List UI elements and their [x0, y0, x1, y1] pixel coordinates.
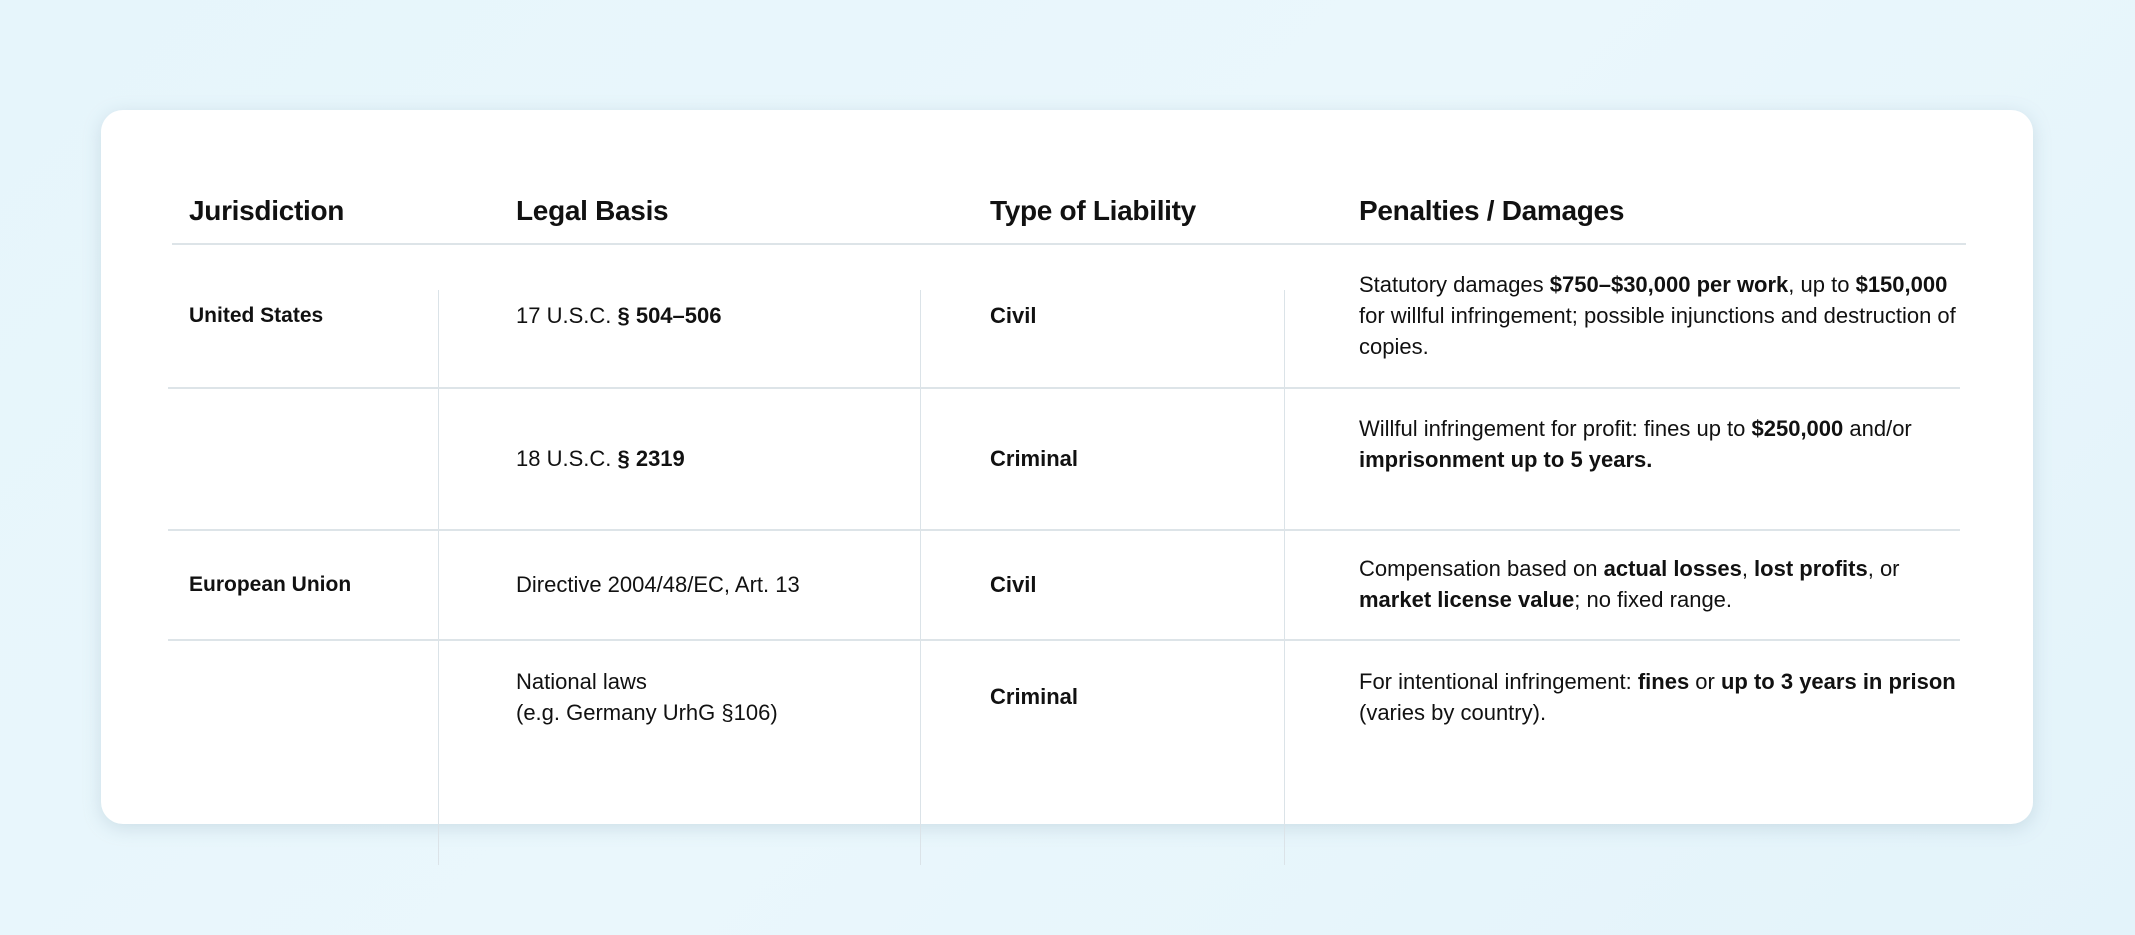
row-divider: [168, 387, 1960, 389]
cell-legal-basis: National laws (e.g. Germany UrhG §106): [516, 639, 896, 754]
text-segment: 17 U.S.C.: [516, 303, 618, 328]
text-segment: and/or: [1843, 416, 1912, 441]
text-segment: or: [1689, 668, 1721, 694]
cell-liability: Criminal: [990, 684, 1079, 709]
text-segment: For intentional infringement:: [1359, 668, 1638, 694]
cell-liability: Civil: [990, 571, 1037, 597]
row-divider: [168, 639, 1960, 641]
column-divider: [1284, 290, 1285, 865]
cell-penalty: Willful infringement for profit: fines u…: [1359, 387, 1959, 529]
header-penalties-damages: Penalties / Damages: [1359, 194, 1625, 226]
text-segment: (varies by country).: [1359, 699, 1547, 725]
row-divider: [168, 529, 1960, 531]
text-segment: $150,000: [1855, 272, 1948, 297]
text-segment: actual losses: [1603, 556, 1742, 581]
text-segment: ,: [1741, 556, 1755, 581]
column-divider: [438, 290, 439, 865]
text-segment: ; no fixed range.: [1574, 587, 1733, 612]
header-jurisdiction: Jurisdiction: [189, 194, 345, 226]
text-segment: lost profits: [1754, 556, 1868, 581]
column-divider: [920, 290, 921, 865]
header-divider: [172, 243, 1966, 245]
text-segment: , up to: [1788, 272, 1856, 297]
text-segment: 18 U.S.C.: [516, 445, 618, 471]
header-legal-basis: Legal Basis: [516, 194, 669, 226]
text-segment: up to 3 years in prison: [1720, 668, 1956, 694]
cell-penalty: For intentional infringement: fines or u…: [1359, 639, 1959, 754]
text-segment: National laws: [516, 668, 647, 694]
text-segment: Statutory damages: [1359, 272, 1550, 297]
cell-jurisdiction: [189, 639, 429, 754]
text-segment: § 504–506: [617, 303, 722, 328]
cell-liability: Criminal: [990, 445, 1079, 471]
text-segment: $250,000: [1751, 416, 1844, 441]
cell-penalty: Statutory damages $750–$30,000 per work,…: [1359, 244, 1959, 387]
cell-jurisdiction: European Union: [189, 572, 352, 596]
text-segment: Directive 2004/48/EC, Art. 13: [516, 571, 800, 597]
cell-legal-basis: 18 U.S.C. § 2319: [516, 387, 896, 529]
text-segment: Compensation based on: [1359, 556, 1604, 581]
text-segment: , or: [1867, 556, 1900, 581]
cell-legal-basis: 17 U.S.C. § 504–506: [516, 244, 896, 387]
text-segment: Willful infringement for profit: fines u…: [1359, 416, 1752, 441]
header-type-of-liability: Type of Liability: [990, 194, 1196, 226]
cell-jurisdiction: [189, 387, 429, 529]
cell-jurisdiction: United States: [189, 304, 324, 327]
text-segment: $750–$30,000 per work: [1549, 272, 1789, 297]
liability-table-card: Jurisdiction Legal Basis Type of Liabili…: [101, 110, 2033, 865]
cell-liability: Civil: [990, 303, 1037, 328]
text-segment: for willful infringement; possible injun…: [1359, 303, 1956, 359]
text-segment: § 2319: [617, 445, 685, 471]
text-segment: (e.g. Germany UrhG §106): [516, 699, 778, 725]
cell-legal-basis: Directive 2004/48/EC, Art. 13: [516, 529, 896, 639]
cell-penalty: Compensation based on actual losses, los…: [1359, 529, 1959, 639]
text-segment: fines: [1637, 668, 1690, 694]
text-segment: market license value: [1359, 587, 1575, 612]
text-segment: imprisonment up to 5 years.: [1359, 447, 1653, 472]
